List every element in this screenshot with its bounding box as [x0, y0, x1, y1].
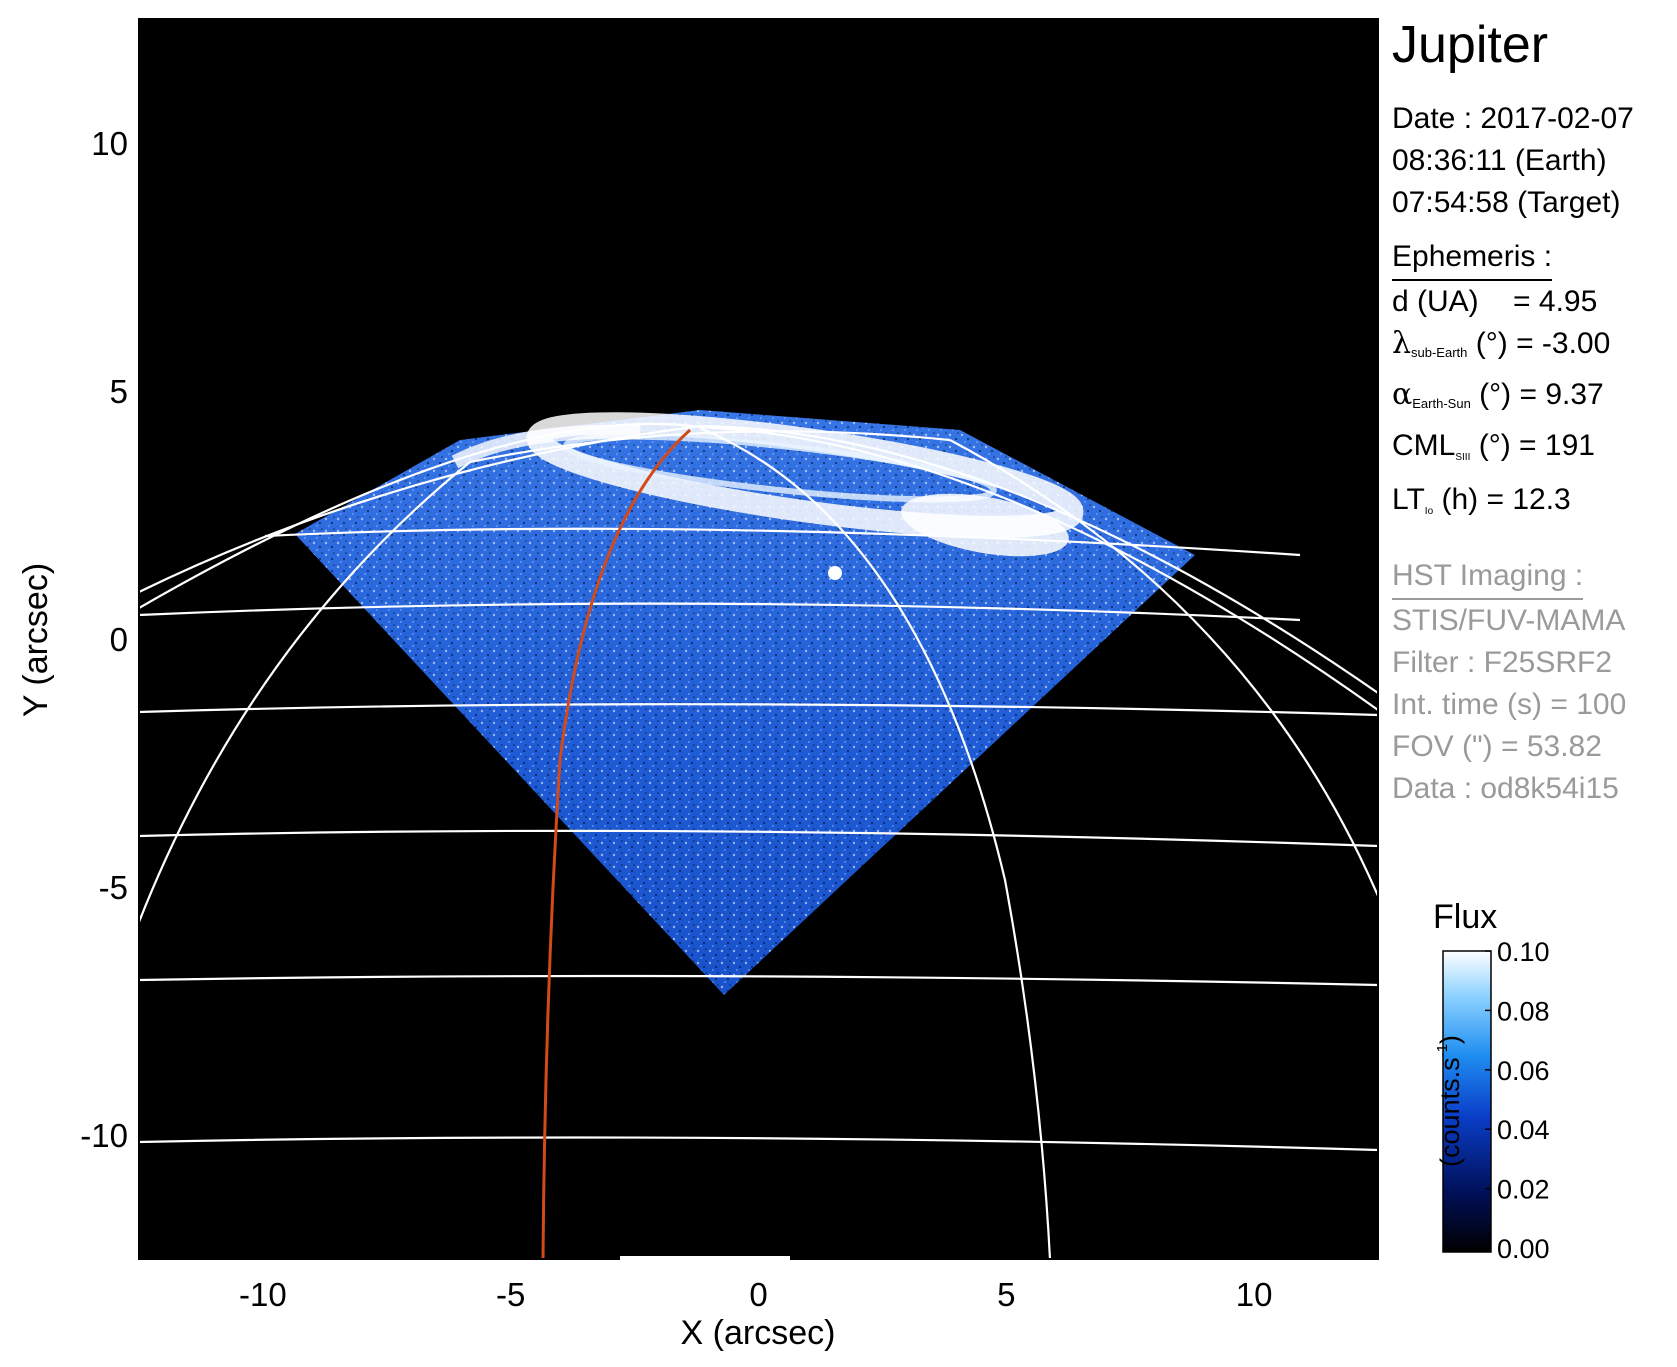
latitude-line: [139, 602, 1301, 622]
time-earth: 08:36:11 (Earth): [1392, 144, 1607, 177]
ephemeris-section: Ephemeris : d (UA) = 4.95 λsub-Earth (°)…: [1392, 236, 1672, 533]
colorbar-title: Flux: [1433, 898, 1498, 936]
y-tick-label: -5: [99, 869, 128, 906]
x-tick-label: 0: [749, 1276, 767, 1313]
y-tick-label: -10: [80, 1117, 128, 1154]
colorbar-tick-label: 0.08: [1497, 996, 1550, 1026]
longitude-line: [699, 426, 1052, 1259]
x-tick-label: -10: [239, 1276, 287, 1313]
ephem-lt: LTIo (h) = 12.3: [1392, 483, 1571, 517]
longitude-line: [139, 461, 471, 923]
figure-title: Jupiter: [1392, 16, 1549, 74]
colorbar-tick-label: 0.02: [1497, 1175, 1550, 1205]
auroral-footprint-spot: [828, 566, 842, 580]
latitude-line: [139, 424, 1378, 694]
hst-fov: FOV (") = 53.82: [1392, 730, 1602, 763]
colorbar-tick-label: 0.04: [1497, 1115, 1550, 1145]
info-panel: Jupiter Date : 2017-02-07 08:36:11 (Eart…: [1392, 14, 1672, 810]
x-axis-title: X (arcsec): [681, 1314, 836, 1352]
colorbar-tick-label: 0.06: [1497, 1056, 1550, 1086]
ephem-lambda: λsub-Earth (°) = -3.00: [1392, 326, 1611, 361]
central-meridian-line: [541, 428, 692, 1259]
latitude-line: [139, 703, 1378, 717]
hst-instrument: STIS/FUV-MAMA: [1392, 604, 1626, 637]
latitude-line: [139, 1136, 1378, 1152]
colorbar-tick-label: 0.00: [1497, 1234, 1550, 1264]
y-tick-label: 10: [91, 125, 128, 162]
hst-filter: Filter : F25SRF2: [1392, 646, 1613, 679]
hst-section: HST Imaging : STIS/FUV-MAMA Filter : F25…: [1392, 555, 1672, 810]
time-target: 07:54:58 (Target): [1392, 186, 1621, 219]
emission-noise: [295, 410, 1195, 995]
longitude-line: [469, 430, 951, 464]
colorbar-tick-label: 0.10: [1497, 937, 1550, 967]
y-axis-ticks: -10 -5 0 5 10: [80, 125, 128, 1154]
ephem-alpha: αEarth-Sun (°) = 9.37: [1392, 377, 1604, 412]
ephem-distance: d (UA) = 4.95: [1392, 285, 1598, 318]
x-tick-label: -5: [496, 1276, 525, 1313]
lat-lon-grid: [139, 422, 1378, 1259]
date-label: Date : 2017-02-07: [1392, 102, 1634, 135]
y-axis-title: Y (arcsec): [17, 563, 55, 717]
hst-heading: HST Imaging :: [1392, 558, 1584, 600]
longitude-line: [949, 439, 1378, 897]
y-tick-label: 5: [110, 373, 128, 410]
limb-line: [139, 422, 1378, 711]
y-tick-label: 0: [110, 621, 128, 658]
x-axis-ticks: -10 -5 0 5 10: [239, 1276, 1272, 1313]
x-tick-label: 5: [997, 1276, 1015, 1313]
x-tick-label: 10: [1236, 1276, 1273, 1313]
image-layer: [139, 410, 1378, 1259]
latitude-line: [264, 527, 1301, 557]
ephemeris-heading: Ephemeris :: [1392, 239, 1553, 281]
hst-int-time: Int. time (s) = 100: [1392, 688, 1627, 721]
latitude-line: [139, 974, 1378, 987]
colorbar: [1442, 950, 1492, 1253]
colorbar-label: (counts.s-1): [1434, 1035, 1465, 1167]
bottom-white-strip: [620, 1256, 790, 1260]
ephem-cml: CMLSIII (°) = 191: [1392, 429, 1595, 463]
latitude-line: [139, 829, 1378, 848]
colorbar-ticks: 0.10 0.08 0.06 0.04 0.02 0.00: [1485, 937, 1550, 1264]
hst-data-id: Data : od8k54i15: [1392, 772, 1619, 805]
